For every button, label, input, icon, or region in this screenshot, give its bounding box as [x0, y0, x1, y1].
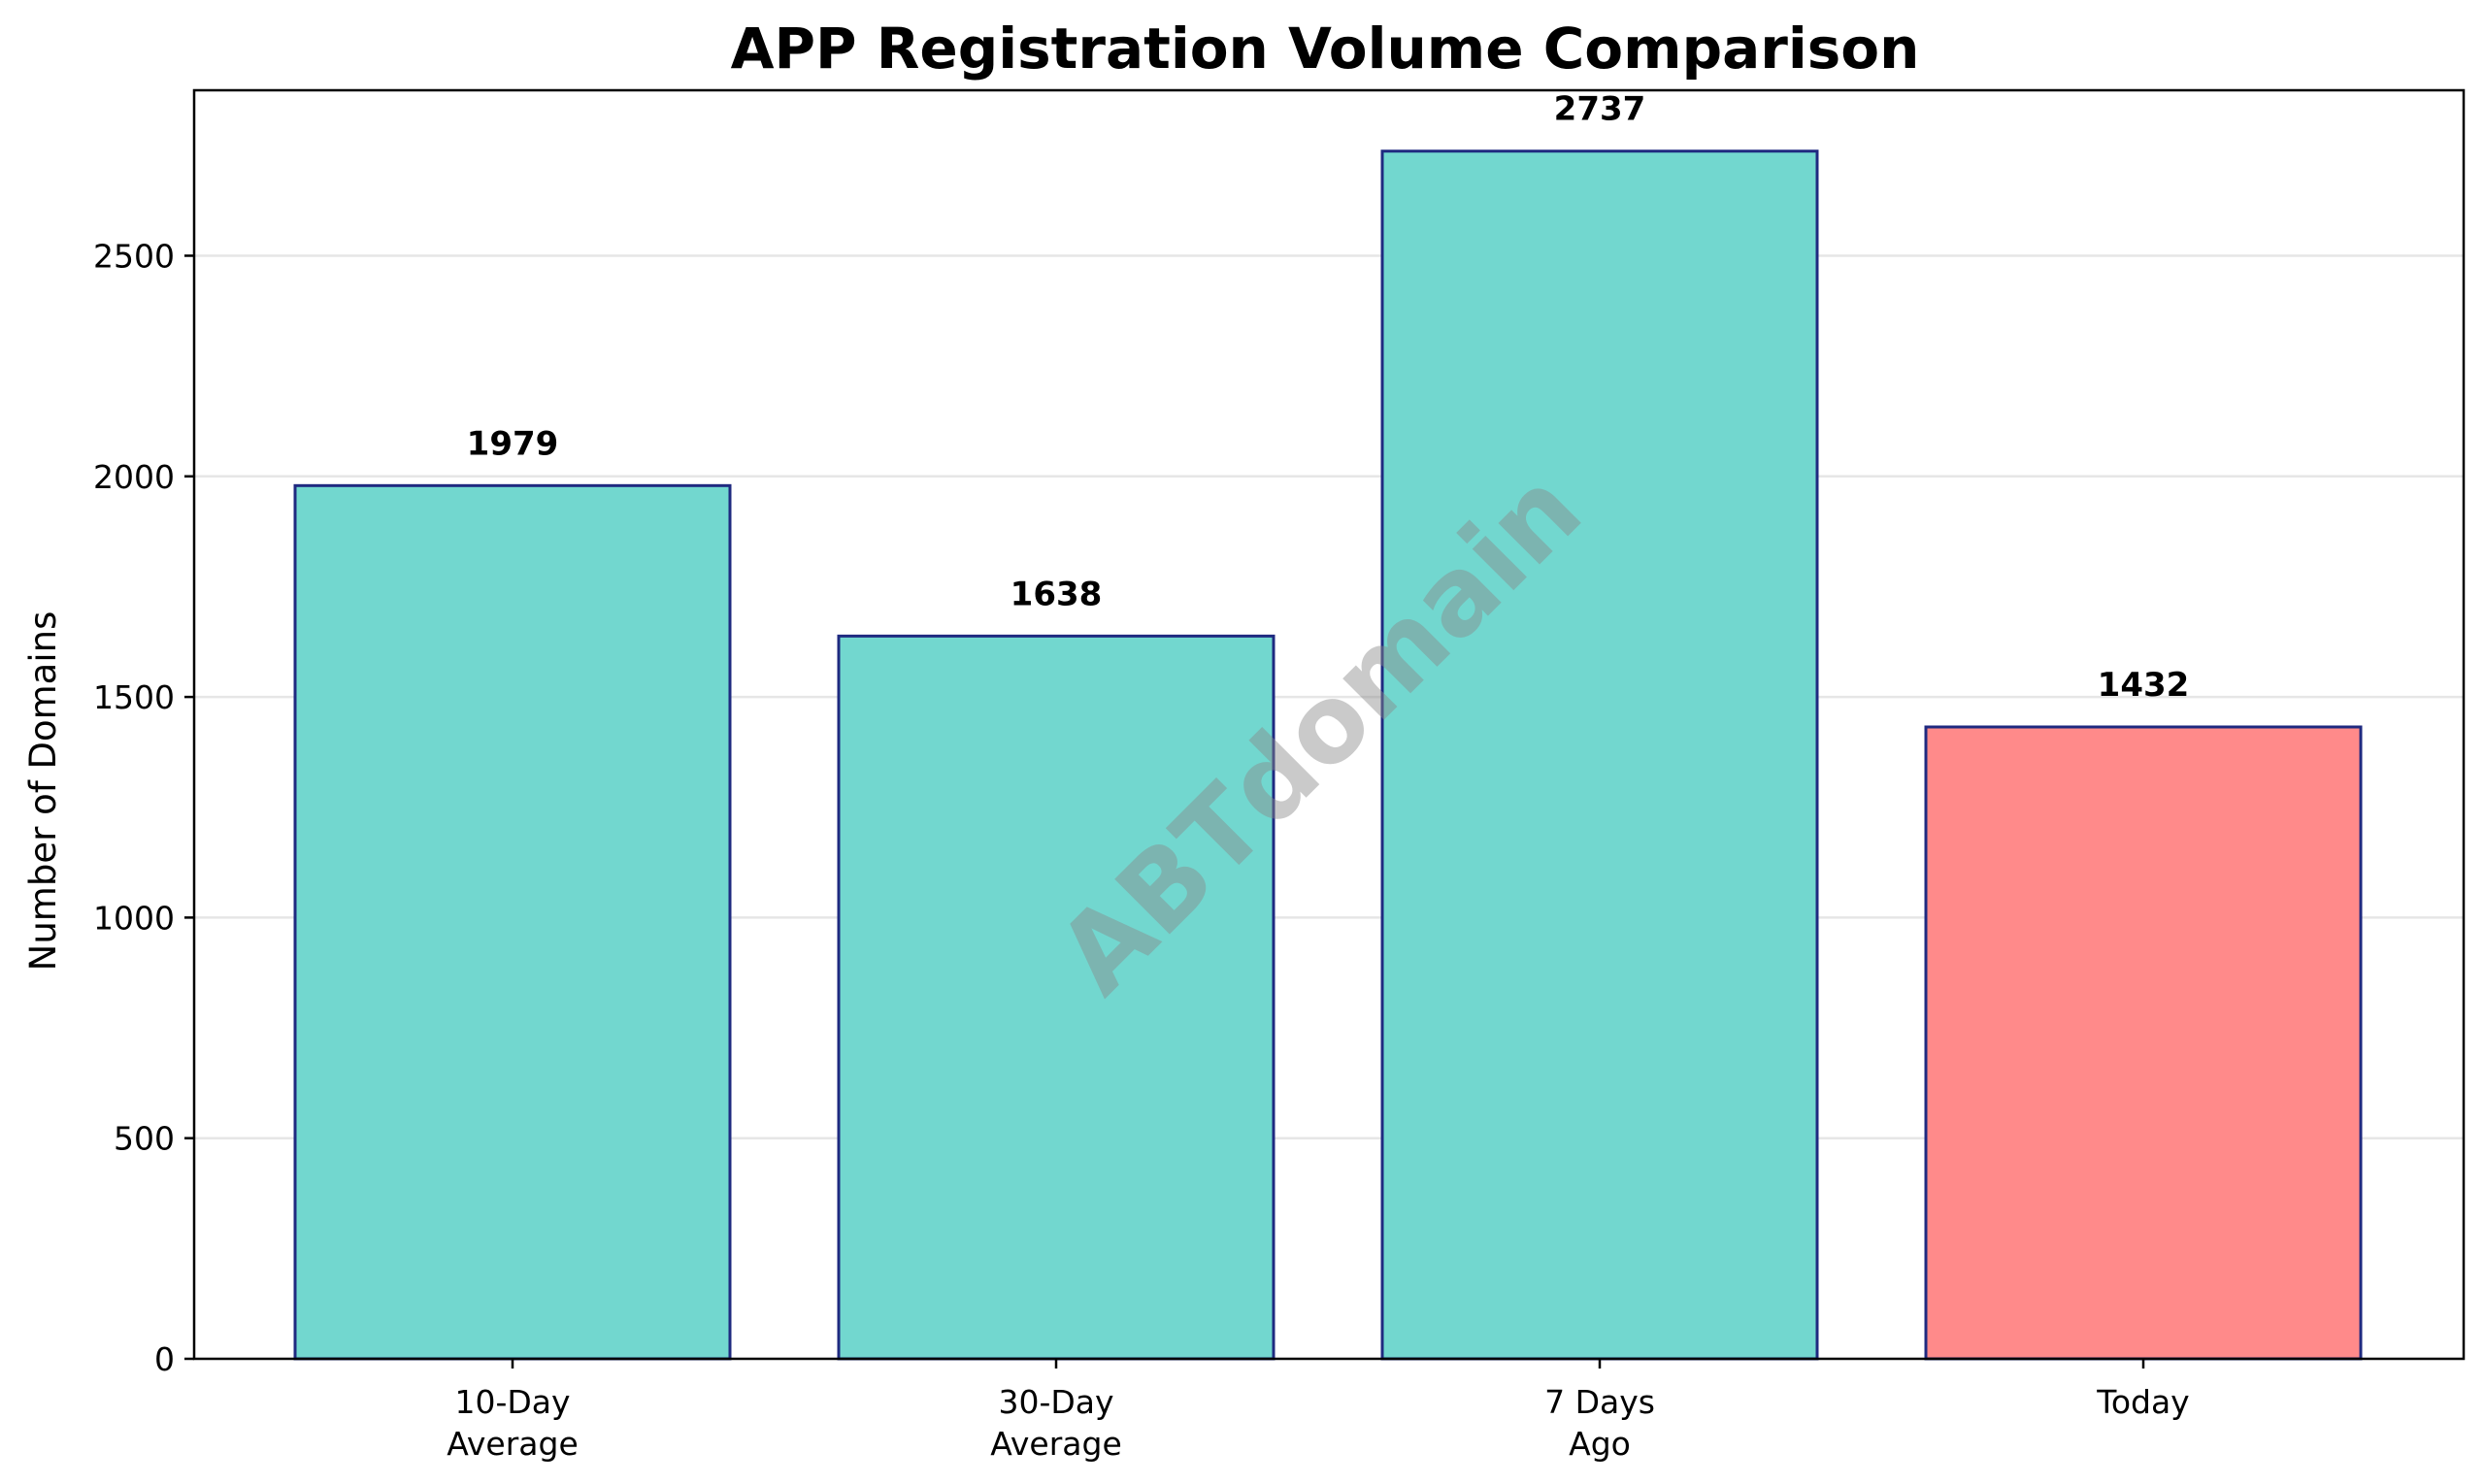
value-labels: 1979 1638 2737 1432 — [467, 90, 2190, 705]
bar-value-label: 1432 — [2098, 666, 2190, 705]
y-axis-ticks: 0 500 1000 1500 2000 2500 — [93, 237, 194, 1378]
y-tick-label: 1000 — [93, 899, 175, 937]
bar — [837, 634, 1276, 1361]
bar-value-label: 1979 — [467, 424, 559, 463]
chart-title: APP Registration Volume Comparison — [731, 16, 1920, 82]
bar-value-label: 2737 — [1554, 90, 1646, 129]
x-axis-ticks: 10-Day Average 30-Day Average 7 Days Ago Today — [447, 1359, 2190, 1463]
y-tick-label: 2500 — [93, 237, 175, 275]
bar-value-label: 1638 — [1011, 575, 1103, 613]
x-tick-label: 10-Day Average — [447, 1383, 579, 1463]
bar — [1924, 725, 2363, 1361]
y-axis-label: Number of Domains — [22, 611, 64, 972]
plot-frame — [192, 88, 2466, 1361]
x-tick-label: 7 Days Ago — [1544, 1383, 1655, 1463]
bars — [293, 149, 2363, 1361]
y-tick-label: 1500 — [93, 678, 175, 716]
x-tick-label: Today — [2096, 1383, 2189, 1421]
y-tick-label: 2000 — [93, 458, 175, 496]
bar — [1380, 149, 1819, 1361]
bar — [293, 483, 732, 1361]
x-tick-label: 30-Day Average — [990, 1383, 1122, 1463]
y-tick-label: 500 — [114, 1120, 175, 1158]
y-tick-label: 0 — [154, 1340, 175, 1378]
